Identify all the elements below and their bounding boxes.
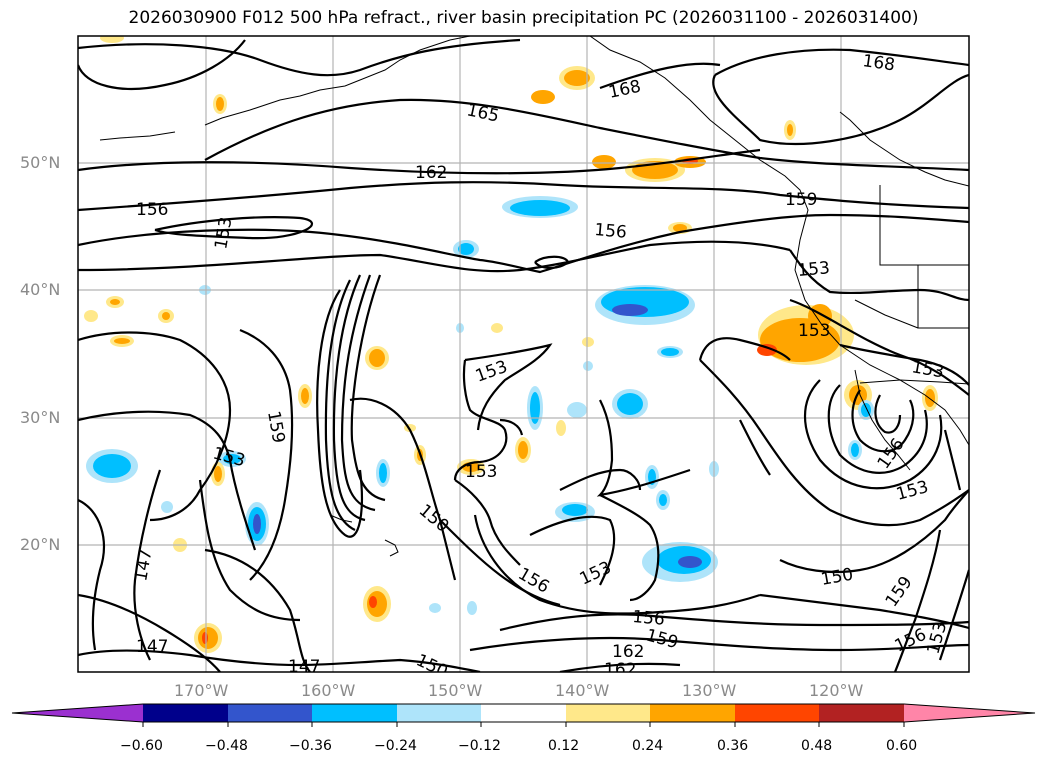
contour-label: 162 bbox=[415, 163, 447, 183]
contour-label: 162 bbox=[604, 660, 636, 680]
contour-label: 156 bbox=[632, 607, 666, 630]
contour-label: 153 bbox=[798, 321, 830, 341]
lon-label-130w: 130°W bbox=[682, 681, 737, 700]
colorbar-tick-label: −0.36 bbox=[289, 738, 332, 754]
colorbar-segment-under bbox=[12, 704, 143, 722]
colorbar-segment bbox=[650, 704, 735, 722]
colorbar-tick-label: −0.24 bbox=[374, 738, 417, 754]
contour-label: 168 bbox=[861, 51, 896, 75]
map-frame bbox=[77, 35, 970, 673]
contour-label: 147 bbox=[136, 637, 168, 657]
contour-label: 153 bbox=[797, 258, 831, 281]
colorbar-tick-label: 0.60 bbox=[886, 738, 918, 754]
lat-label-50n: 50°N bbox=[20, 153, 61, 172]
contour-label: 153 bbox=[465, 462, 497, 482]
colorbar-tick-label: 0.36 bbox=[717, 738, 749, 754]
precip-shading bbox=[84, 36, 938, 653]
contour-label: 162 bbox=[612, 642, 644, 662]
colorbar-tick-label: 0.24 bbox=[632, 738, 664, 754]
lon-label-140w: 140°W bbox=[555, 681, 610, 700]
lon-label-120w: 120°W bbox=[809, 681, 864, 700]
lon-label-170w: 170°W bbox=[174, 681, 229, 700]
contour-label: 159 bbox=[785, 190, 817, 210]
lat-label-40n: 40°N bbox=[20, 280, 61, 299]
contour-label: 156 bbox=[136, 200, 168, 220]
contour-label: 147 bbox=[288, 657, 320, 677]
colorbar-segment bbox=[312, 704, 397, 722]
lat-label-20n: 20°N bbox=[20, 535, 61, 554]
colorbar bbox=[11, 703, 1036, 727]
colorbar-segment-over bbox=[904, 704, 1035, 722]
colorbar-segment bbox=[228, 704, 312, 722]
lon-label-150w: 150°W bbox=[428, 681, 483, 700]
colorbar-ticks bbox=[142, 722, 905, 727]
colorbar-segment bbox=[566, 704, 650, 722]
colorbar-segment bbox=[481, 704, 566, 722]
colorbar-tick-label: 0.12 bbox=[548, 738, 580, 754]
colorbar-tick-label: −0.48 bbox=[205, 738, 248, 754]
contour-label: 156 bbox=[594, 220, 628, 243]
map-title: 2026030900 F012 500 hPa refract., river … bbox=[128, 8, 919, 28]
colorbar-segment bbox=[819, 704, 904, 722]
lat-label-30n: 30°N bbox=[20, 408, 61, 427]
colorbar-tick-label: −0.12 bbox=[458, 738, 501, 754]
colorbar-tick-label: −0.60 bbox=[120, 738, 163, 754]
colorbar-segment bbox=[397, 704, 481, 722]
contours bbox=[78, 38, 969, 672]
colorbar-segment bbox=[735, 704, 819, 722]
colorbar-tick-label: 0.48 bbox=[801, 738, 833, 754]
lon-label-160w: 160°W bbox=[301, 681, 356, 700]
colorbar-segment bbox=[143, 704, 228, 722]
